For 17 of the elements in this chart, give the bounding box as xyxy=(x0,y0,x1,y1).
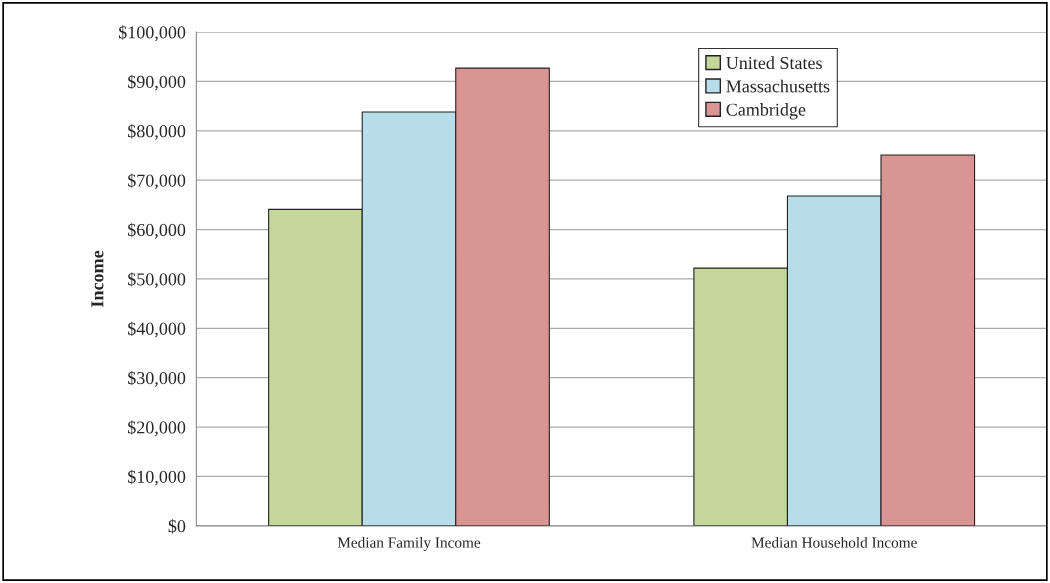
legend-label: Cambridge xyxy=(726,103,806,120)
y-tick-label: $30,000 xyxy=(128,370,186,387)
y-tick-label: $90,000 xyxy=(128,74,186,91)
y-axis-title: Income xyxy=(91,250,104,307)
y-tick-label: $50,000 xyxy=(128,272,186,289)
y-tick-label: $60,000 xyxy=(128,222,186,239)
legend-label: United States xyxy=(726,56,822,70)
y-tick-label: $100,000 xyxy=(119,25,186,42)
y-tick-label: $20,000 xyxy=(128,420,186,437)
y-tick-label: $0 xyxy=(168,519,186,534)
y-tick-label: $40,000 xyxy=(128,321,186,338)
x-tick-label: Median Household Income xyxy=(751,536,917,548)
y-tick-label: $70,000 xyxy=(128,173,186,190)
y-tick-label: $80,000 xyxy=(128,124,186,140)
legend-label: Massachusetts xyxy=(726,79,830,93)
x-tick-label: Median Family Income xyxy=(337,536,481,551)
y-tick-label: $10,000 xyxy=(128,469,186,486)
